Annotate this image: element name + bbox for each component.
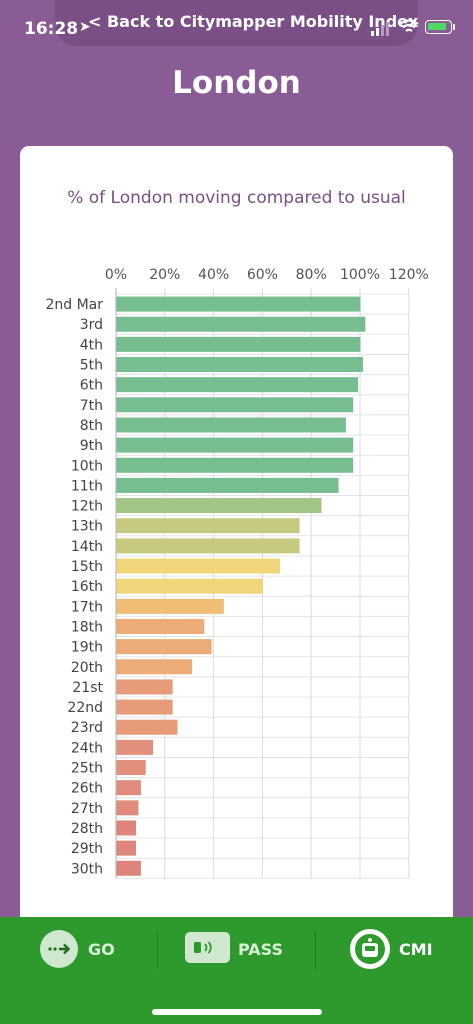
bar — [116, 860, 141, 876]
category-label: 18th — [71, 619, 103, 635]
x-tick-label: 80% — [296, 267, 327, 283]
bar — [116, 518, 300, 534]
category-label: 25th — [71, 761, 103, 777]
category-label: 30th — [71, 861, 103, 877]
category-label: 6th — [80, 378, 103, 394]
go-arrow-icon — [40, 930, 78, 968]
bar — [116, 598, 224, 614]
cellular-signal-icon — [371, 22, 389, 36]
battery-charging-icon — [425, 20, 452, 34]
tab-cmi[interactable] — [316, 917, 473, 983]
bar — [116, 377, 359, 393]
chart-title: % of London moving compared to usual — [67, 188, 406, 208]
tab-pass-label: PASS — [238, 940, 283, 959]
bar — [116, 477, 339, 493]
category-label: 3rd — [80, 317, 103, 333]
x-tick-label: 40% — [198, 267, 229, 283]
category-label: 5th — [80, 358, 103, 374]
nav-divider — [315, 931, 316, 969]
mobility-bar-chart: 0% 20% 40% 60% 80% 100% 120% 2nd Mar 3rd 4th 5th 6t… — [45, 267, 429, 879]
category-label: 8th — [80, 418, 103, 434]
bar — [116, 498, 322, 514]
bar — [116, 618, 205, 634]
category-label: 13th — [71, 519, 103, 535]
bar — [116, 457, 354, 473]
bar — [116, 397, 354, 413]
x-tick-label: 60% — [247, 267, 278, 283]
bar — [116, 639, 212, 655]
category-label: 10th — [71, 458, 103, 474]
bar — [116, 437, 354, 453]
category-label: 20th — [71, 660, 103, 676]
back-link-label: Back to Citymapper Mobility Index — [106, 12, 419, 31]
bottom-nav: GO PASS CMI — [0, 917, 473, 1024]
pass-card-icon — [185, 932, 230, 963]
category-label: 26th — [71, 781, 103, 797]
cmi-logo-icon — [350, 929, 390, 969]
bar — [116, 578, 263, 594]
bar — [116, 538, 300, 554]
bar — [116, 679, 173, 695]
bar — [116, 296, 361, 312]
back-link-pill[interactable] — [55, 0, 418, 46]
bar — [116, 316, 366, 332]
bar — [116, 739, 154, 755]
category-label: 28th — [71, 821, 103, 837]
status-bar: 16:28 ➤ < Back to Citymapper Mobility In… — [0, 0, 473, 58]
tab-pass[interactable] — [158, 917, 315, 983]
category-label: 12th — [71, 499, 103, 515]
tab-go[interactable] — [0, 917, 157, 983]
category-label: 21st — [72, 680, 103, 696]
category-label: 29th — [71, 841, 103, 857]
page-title: London — [172, 65, 301, 101]
bar — [116, 820, 137, 836]
category-label: 16th — [71, 579, 103, 595]
category-label: 7th — [80, 398, 103, 414]
back-link[interactable]: < Back to Citymapper Mobility Index — [88, 12, 419, 31]
bar — [116, 336, 361, 352]
bar — [116, 760, 146, 776]
location-arrow-icon: ➤ — [79, 19, 91, 35]
home-indicator — [152, 1009, 322, 1015]
bar — [116, 840, 137, 856]
category-label: 27th — [71, 801, 103, 817]
category-label: 19th — [71, 640, 103, 656]
bar — [116, 780, 141, 796]
category-label: 23rd — [71, 720, 103, 736]
category-label: 22nd — [67, 700, 103, 716]
category-label: 4th — [80, 337, 103, 353]
category-label: 15th — [71, 559, 103, 575]
bar — [116, 558, 280, 574]
nav-divider — [157, 931, 158, 969]
tab-go-label: GO — [88, 940, 115, 959]
tab-cmi-label: CMI — [399, 940, 433, 959]
x-tick-label: 100% — [340, 267, 380, 283]
category-label: 11th — [71, 478, 103, 494]
bar — [116, 719, 178, 735]
x-tick-label: 120% — [389, 267, 429, 283]
bar — [116, 699, 173, 715]
x-tick-label: 20% — [149, 267, 180, 283]
category-label: 2nd Mar — [45, 297, 103, 313]
category-label: 24th — [71, 740, 103, 756]
battery-cap — [453, 24, 455, 30]
bar — [116, 800, 139, 816]
category-label: 9th — [80, 438, 103, 454]
status-time: 16:28 — [24, 19, 79, 39]
category-label: 14th — [71, 539, 103, 555]
bar — [116, 357, 363, 373]
bar — [116, 659, 193, 675]
bar — [116, 417, 346, 433]
category-label: 17th — [71, 599, 103, 615]
wifi-icon — [399, 19, 419, 32]
x-tick-label: 0% — [105, 267, 127, 283]
